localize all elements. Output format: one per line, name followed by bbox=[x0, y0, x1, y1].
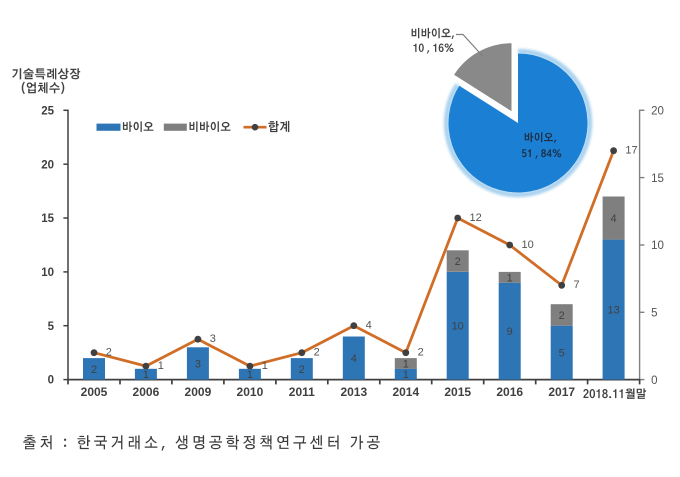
svg-text:1: 1 bbox=[507, 272, 513, 284]
svg-text:20: 20 bbox=[651, 106, 664, 118]
svg-text:1: 1 bbox=[403, 369, 409, 381]
svg-text:4: 4 bbox=[351, 353, 357, 365]
svg-text:15: 15 bbox=[41, 213, 54, 225]
svg-text:0: 0 bbox=[651, 375, 657, 387]
svg-text:10: 10 bbox=[522, 239, 534, 251]
svg-text:13: 13 bbox=[607, 305, 619, 317]
svg-text:1: 1 bbox=[143, 369, 149, 381]
svg-text:2009: 2009 bbox=[185, 385, 212, 399]
svg-text:2011: 2011 bbox=[289, 385, 315, 399]
svg-text:2006: 2006 bbox=[133, 385, 160, 399]
svg-text:3: 3 bbox=[210, 333, 216, 345]
svg-text:2: 2 bbox=[314, 347, 320, 359]
svg-text:10: 10 bbox=[452, 321, 464, 333]
svg-text:1: 1 bbox=[247, 369, 253, 381]
svg-text:0: 0 bbox=[48, 375, 54, 387]
svg-text:9: 9 bbox=[507, 326, 513, 338]
svg-text:20: 20 bbox=[41, 159, 54, 171]
svg-text:7: 7 bbox=[574, 279, 580, 291]
svg-text:2: 2 bbox=[91, 364, 97, 376]
svg-text:15: 15 bbox=[651, 173, 664, 185]
svg-text:5: 5 bbox=[651, 308, 657, 320]
svg-text:17: 17 bbox=[625, 145, 637, 157]
svg-text:10: 10 bbox=[41, 267, 54, 279]
svg-text:5: 5 bbox=[559, 348, 565, 360]
svg-text:12: 12 bbox=[470, 212, 482, 224]
svg-text:2013: 2013 bbox=[340, 385, 367, 399]
svg-text:5: 5 bbox=[48, 321, 55, 333]
svg-text:2: 2 bbox=[418, 347, 424, 359]
svg-text:2: 2 bbox=[106, 347, 112, 359]
svg-text:4: 4 bbox=[366, 320, 372, 332]
svg-text:2: 2 bbox=[455, 256, 461, 268]
svg-text:2017: 2017 bbox=[548, 385, 575, 399]
svg-text:25: 25 bbox=[41, 105, 54, 117]
svg-text:2: 2 bbox=[559, 310, 565, 322]
svg-text:4: 4 bbox=[611, 213, 617, 225]
svg-text:2010: 2010 bbox=[237, 385, 264, 399]
svg-text:2: 2 bbox=[299, 364, 305, 376]
svg-text:2015: 2015 bbox=[444, 385, 471, 399]
svg-text:1: 1 bbox=[262, 360, 268, 372]
svg-text:2005: 2005 bbox=[81, 385, 108, 399]
svg-text:1: 1 bbox=[158, 360, 164, 372]
svg-text:2014: 2014 bbox=[392, 385, 419, 399]
svg-text:10: 10 bbox=[651, 240, 664, 252]
svg-text:3: 3 bbox=[195, 358, 201, 370]
svg-text:1: 1 bbox=[403, 358, 409, 370]
svg-text:2016: 2016 bbox=[496, 385, 523, 399]
